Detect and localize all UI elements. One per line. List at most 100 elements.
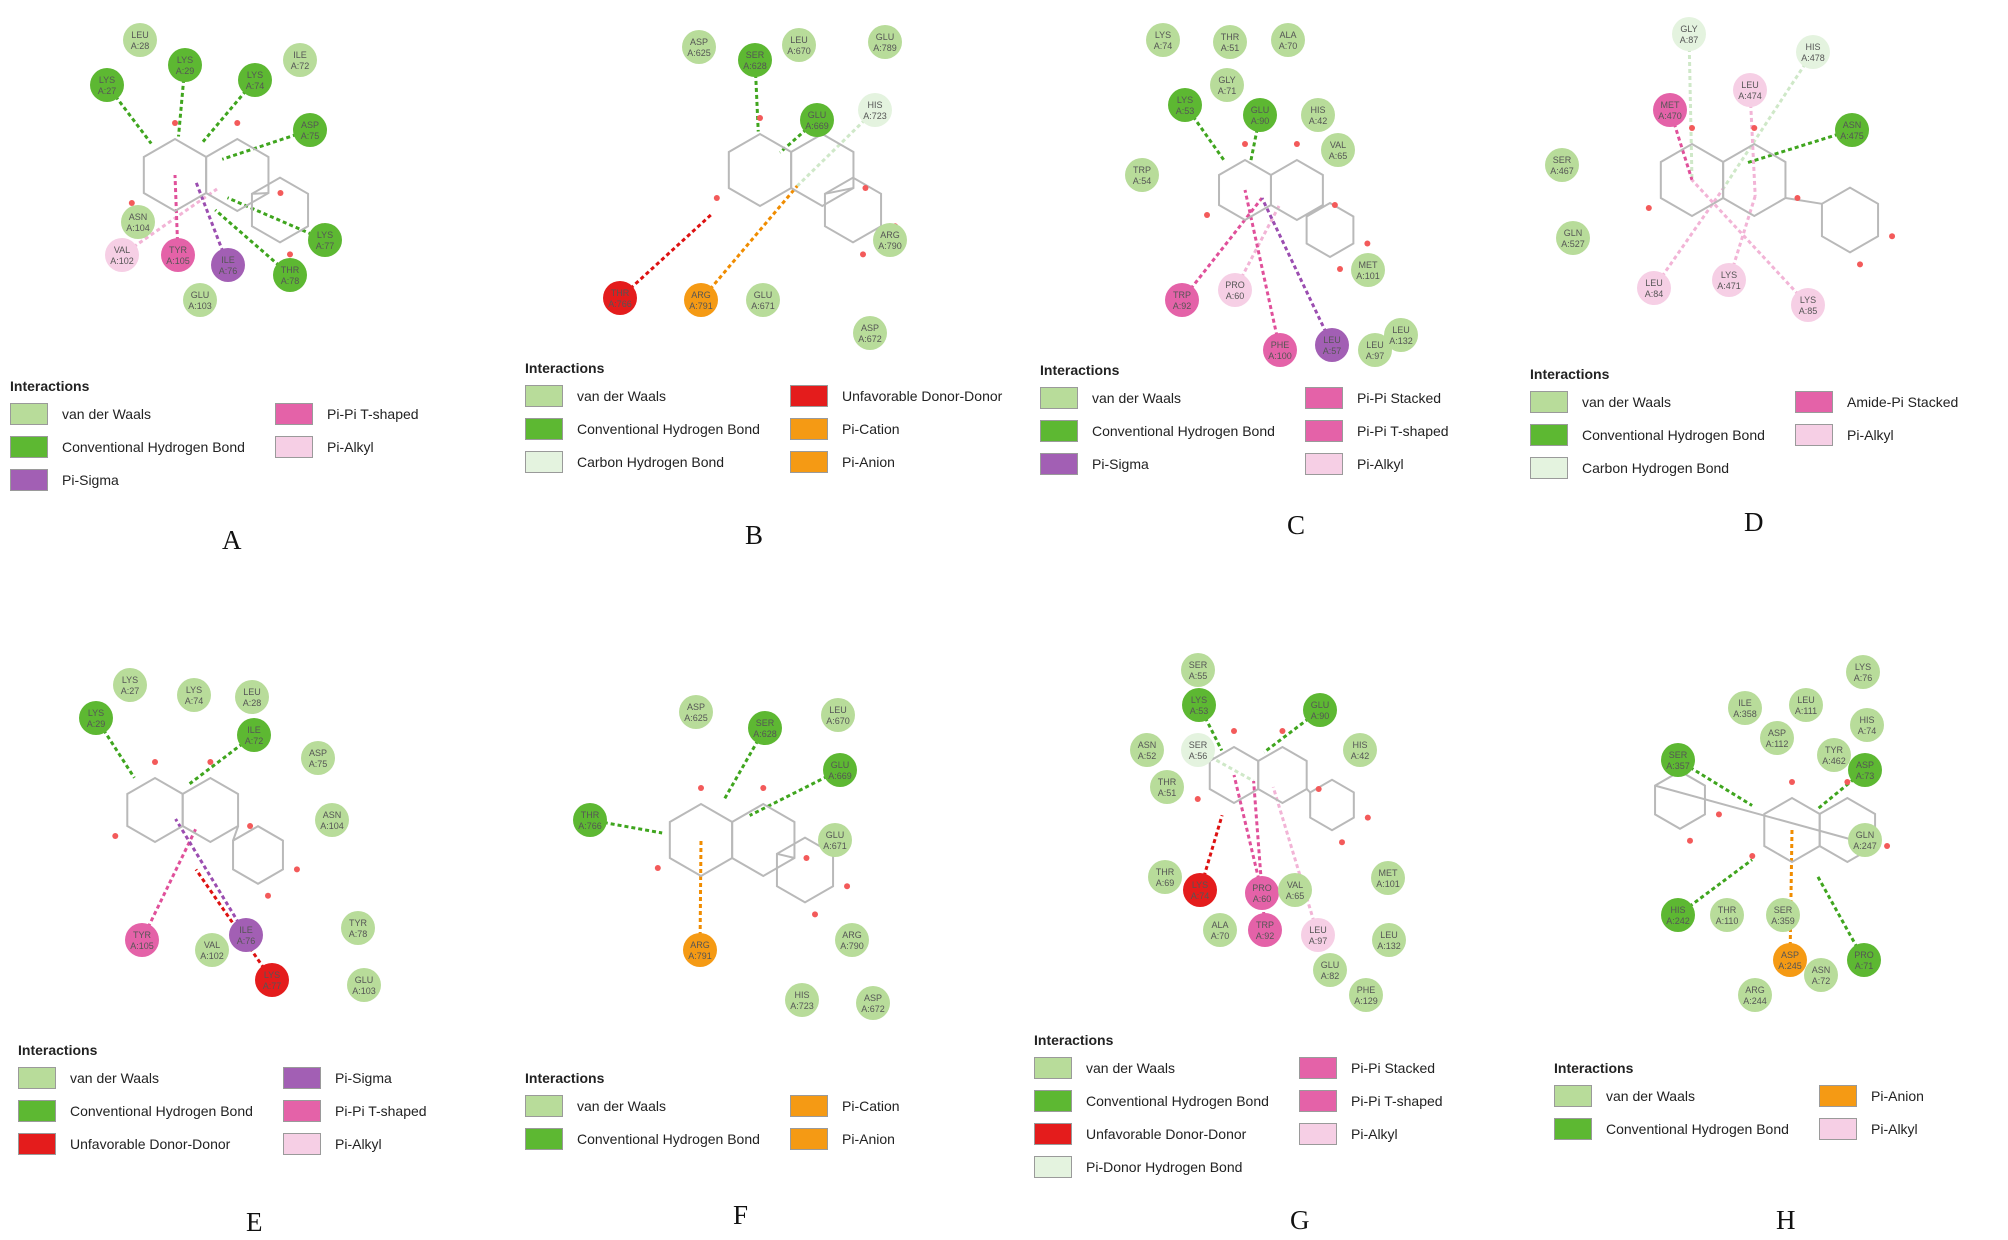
legend-title: Interactions bbox=[18, 1042, 98, 1058]
bond bbox=[776, 852, 795, 859]
ligand-structure bbox=[1654, 770, 1891, 864]
legend-item: Unfavorable Donor-Donor bbox=[790, 384, 1030, 408]
legend-swatch bbox=[18, 1100, 56, 1122]
legend-title: Interactions bbox=[10, 378, 90, 394]
residue-disc bbox=[125, 923, 159, 957]
residue-name: GLN bbox=[1856, 830, 1875, 840]
residue-id: A:357 bbox=[1666, 761, 1690, 771]
residue-disc bbox=[315, 803, 349, 837]
interaction-line bbox=[140, 827, 198, 941]
residue-name: HIS bbox=[1859, 715, 1874, 725]
residue-name: TRP bbox=[1173, 290, 1191, 300]
residue-id: A:65 bbox=[1286, 891, 1305, 901]
residue-disc bbox=[1817, 738, 1851, 772]
residue-name: LYS bbox=[1155, 30, 1171, 40]
panel-b: ASP A:625 SER A:628 LEU A:670 GLU A:789 GLU A:669… bbox=[525, 0, 1055, 600]
oxygen-atom bbox=[713, 195, 720, 201]
residue-id: A:97 bbox=[1309, 936, 1328, 946]
residue-name: LEU bbox=[829, 705, 847, 715]
residue-disc bbox=[1301, 98, 1335, 132]
residue-id: A:72 bbox=[1812, 976, 1831, 986]
ring bbox=[1309, 778, 1355, 832]
legend-swatch bbox=[1034, 1156, 1072, 1178]
residue-name: LEU bbox=[1741, 80, 1759, 90]
legend-label: Pi-Pi T-shaped bbox=[1357, 423, 1449, 439]
legend-swatch bbox=[1554, 1085, 1592, 1107]
residue-disc bbox=[682, 30, 716, 64]
residue-name: GLU bbox=[831, 760, 850, 770]
residue-name: SER bbox=[1669, 750, 1688, 760]
residue-id: A:462 bbox=[1822, 756, 1846, 766]
residue-id: A:670 bbox=[826, 716, 850, 726]
residue-id: A:92 bbox=[1256, 931, 1275, 941]
interaction-line bbox=[194, 868, 274, 981]
panel-label: G bbox=[1290, 1205, 1310, 1235]
legend-label: Conventional Hydrogen Bond bbox=[577, 421, 760, 437]
legend-label: Pi-Pi Stacked bbox=[1351, 1060, 1436, 1076]
legend-item: Pi-Alkyl bbox=[1305, 452, 1545, 476]
legend-label: van der Waals bbox=[1606, 1088, 1695, 1104]
legend: Interactions van der Waals Pi-Anion Conven… bbox=[1554, 1060, 2008, 1141]
legend-item: Pi-Alkyl bbox=[283, 1132, 523, 1156]
residue-name: GLY bbox=[1680, 24, 1697, 34]
residue-name: VAL bbox=[114, 245, 130, 255]
residue-disc bbox=[255, 963, 289, 997]
legend-swatch bbox=[790, 418, 828, 440]
residue-id: A:92 bbox=[1173, 301, 1192, 311]
residue-disc bbox=[293, 113, 327, 147]
residue-name: GLU bbox=[754, 290, 773, 300]
residue-name: PRO bbox=[1225, 280, 1245, 290]
residue-id: A:628 bbox=[743, 61, 767, 71]
legend-item: Conventional Hydrogen Bond bbox=[1530, 423, 1795, 447]
legend-swatch bbox=[275, 436, 313, 458]
residue-id: A:74 bbox=[1154, 41, 1173, 51]
legend-title: Interactions bbox=[1530, 366, 1610, 382]
residue-id: A:90 bbox=[1311, 711, 1330, 721]
residue-disc bbox=[1271, 23, 1305, 57]
residue-name: LYS bbox=[1800, 295, 1816, 305]
residue-disc bbox=[873, 223, 907, 257]
legend-item: van der Waals bbox=[10, 402, 275, 426]
legend-label: van der Waals bbox=[62, 406, 151, 422]
legend-label: Pi-Anion bbox=[1871, 1088, 1924, 1104]
oxygen-atom bbox=[844, 883, 851, 890]
legend-item: Pi-Pi T-shaped bbox=[275, 402, 515, 426]
residue-name: HIS bbox=[1352, 740, 1367, 750]
panel-e: LYS A:27 LYS A:74 LEU A:28 LYS A:29 ILE A:72 ASP A:… bbox=[18, 640, 540, 1240]
ring bbox=[1820, 186, 1880, 254]
legend-label: van der Waals bbox=[1086, 1060, 1175, 1076]
legend-item bbox=[1299, 1155, 1539, 1179]
residue-disc bbox=[679, 695, 713, 729]
legend-item: Pi-Anion bbox=[790, 450, 1030, 474]
residue-name: LYS bbox=[122, 675, 138, 685]
legend-item: Conventional Hydrogen Bond bbox=[18, 1099, 283, 1123]
residue-disc bbox=[1733, 73, 1767, 107]
residue-name: THR bbox=[1156, 867, 1175, 877]
residue-disc bbox=[168, 48, 202, 82]
residue-name: VAL bbox=[1330, 140, 1346, 150]
legend-swatch bbox=[1530, 457, 1568, 479]
legend-grid: van der Waals Amide-Pi Stacked Conventiona… bbox=[1530, 390, 2008, 480]
residue-name: LEU bbox=[1323, 335, 1341, 345]
residue-id: A:111 bbox=[1795, 706, 1817, 716]
legend-swatch bbox=[1040, 420, 1078, 442]
